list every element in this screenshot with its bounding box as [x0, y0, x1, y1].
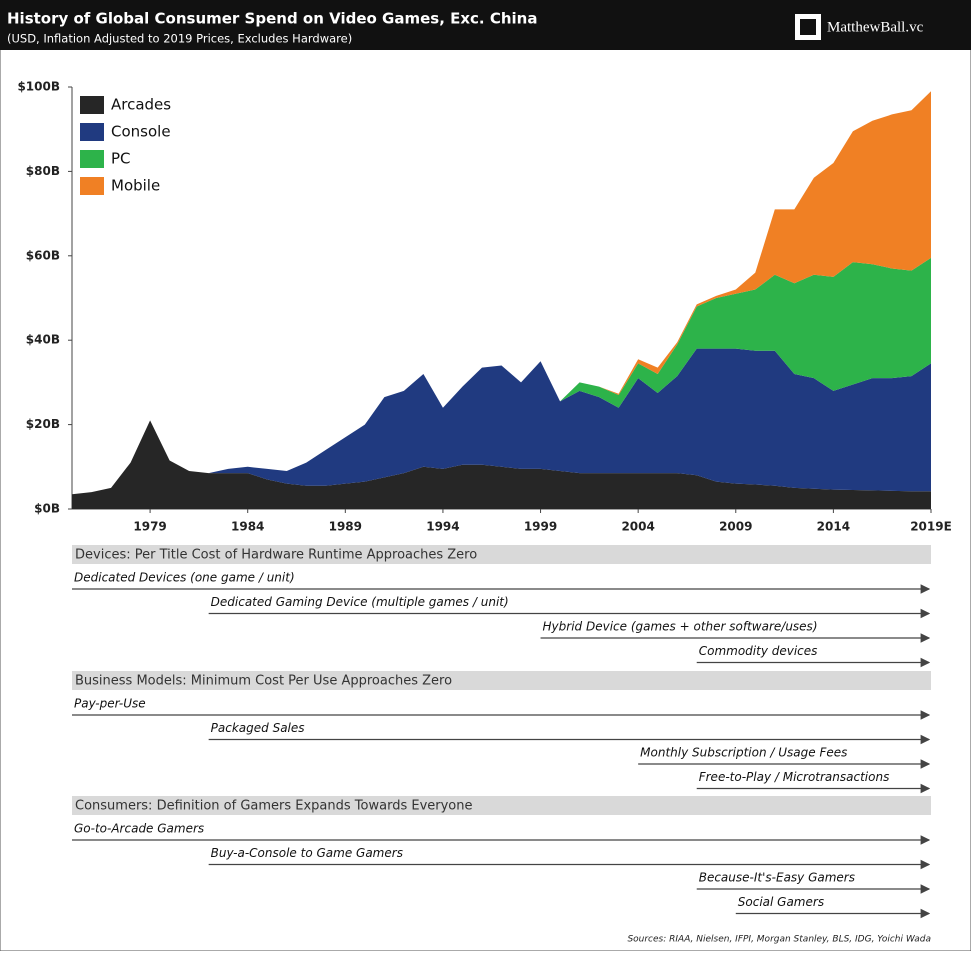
y-tick-label: $60B — [26, 248, 60, 262]
y-tick-label: $80B — [26, 164, 60, 178]
section-header: Business Models: Minimum Cost Per Use Ap… — [75, 674, 452, 689]
x-tick-label: 1979 — [133, 520, 166, 534]
logo-text: MatthewBall.vc — [827, 19, 924, 35]
x-tick-label: 2009 — [719, 520, 752, 534]
legend-swatch — [80, 150, 104, 168]
x-tick-label: 2004 — [621, 520, 654, 534]
legend-swatch — [80, 123, 104, 141]
legend-swatch — [80, 96, 104, 114]
x-tick-label: 1994 — [426, 520, 459, 534]
section-header-bg — [72, 545, 931, 564]
x-tick-label: 1984 — [231, 520, 264, 534]
legend-label: Mobile — [111, 177, 160, 195]
x-tick-label: 2019E — [910, 520, 952, 534]
row-label: Hybrid Device (games + other software/us… — [543, 620, 818, 634]
logo-inner — [800, 19, 816, 35]
row-label: Pay-per-Use — [74, 697, 146, 711]
y-tick-label: $100B — [17, 80, 60, 94]
area — [72, 257, 931, 495]
row-label: Monthly Subscription / Usage Fees — [640, 746, 847, 760]
row-label: Buy-a-Console to Game Gamers — [211, 846, 403, 860]
sources: Sources: RIAA, Nielsen, IFPI, Morgan Sta… — [627, 935, 931, 945]
subtitle: (USD, Inflation Adjusted to 2019 Prices,… — [7, 32, 352, 46]
section-header: Consumers: Definition of Gamers Expands … — [75, 799, 472, 814]
legend-label: Console — [111, 123, 171, 141]
row-label: Because-It's-Easy Gamers — [699, 871, 855, 885]
row-label: Dedicated Gaming Device (multiple games … — [211, 595, 509, 609]
row-label: Commodity devices — [699, 644, 818, 658]
legend-swatch — [80, 177, 104, 195]
y-tick-label: $40B — [26, 333, 60, 347]
area — [72, 348, 931, 495]
x-tick-label: 2014 — [817, 520, 850, 534]
row-label: Dedicated Devices (one game / unit) — [74, 571, 295, 585]
legend-label: PC — [111, 150, 131, 168]
section-header-bg — [72, 796, 931, 815]
row-label: Free-to-Play / Microtransactions — [699, 770, 890, 784]
title: History of Global Consumer Spend on Vide… — [7, 10, 538, 28]
legend-label: Arcades — [111, 96, 171, 114]
x-tick-label: 1989 — [329, 520, 362, 534]
x-tick-label: 1999 — [524, 520, 557, 534]
area — [72, 420, 931, 509]
row-label: Packaged Sales — [211, 721, 305, 735]
y-tick-label: $20B — [26, 417, 60, 431]
row-label: Go-to-Arcade Gamers — [74, 822, 204, 836]
section-header-bg — [72, 671, 931, 690]
row-label: Social Gamers — [738, 895, 824, 909]
y-tick-label: $0B — [34, 502, 60, 516]
section-header: Devices: Per Title Cost of Hardware Runt… — [75, 548, 477, 563]
